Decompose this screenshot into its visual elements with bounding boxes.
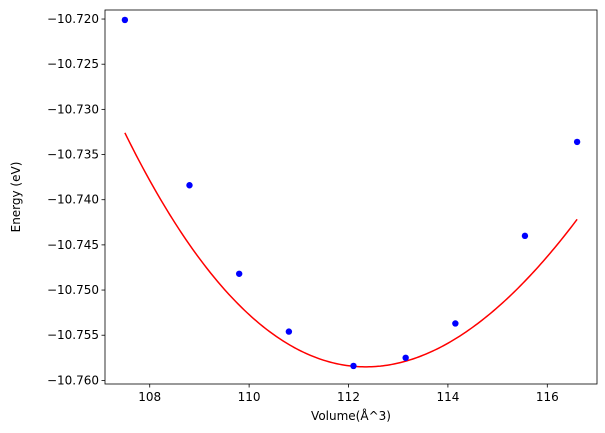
data-point <box>285 328 293 335</box>
data-point <box>121 16 129 24</box>
x-tick-label: 114 <box>436 390 459 404</box>
x-axis-label: Volume(Å^3) <box>311 408 391 423</box>
data-point <box>350 362 357 370</box>
data-point <box>452 320 459 327</box>
data-point <box>521 232 529 240</box>
data-point <box>402 354 409 362</box>
axes-frame <box>104 9 598 385</box>
y-tick-label: −10.740 <box>47 193 99 207</box>
y-axis-ticks: −10.720 −10.725 −10.730 −10.735 −10.740 −10.7… <box>47 12 105 387</box>
data-points <box>121 16 581 370</box>
data-point <box>186 182 193 189</box>
x-tick-label: 110 <box>238 390 261 404</box>
y-tick-label: −10.760 <box>47 373 99 387</box>
y-tick-label: −10.720 <box>47 12 99 26</box>
x-axis-ticks: 108 110 112 114 116 <box>138 384 559 404</box>
y-tick-label: −10.730 <box>47 102 99 116</box>
plot-area <box>121 16 581 370</box>
y-tick-label: −10.735 <box>47 148 99 162</box>
y-tick-label: −10.750 <box>47 283 99 297</box>
x-tick-label: 108 <box>138 390 161 404</box>
y-tick-label: −10.745 <box>47 238 99 252</box>
data-point <box>235 270 243 277</box>
y-tick-label: −10.755 <box>47 328 99 342</box>
x-tick-label: 112 <box>337 390 360 404</box>
x-tick-label: 116 <box>536 390 559 404</box>
data-point <box>573 138 581 146</box>
y-tick-label: −10.725 <box>47 57 99 71</box>
y-axis-label: Energy (eV) <box>9 162 23 233</box>
